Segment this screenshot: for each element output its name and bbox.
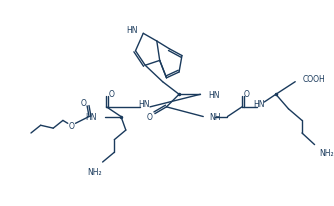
- Text: HN: HN: [126, 26, 137, 35]
- Text: O: O: [69, 121, 74, 130]
- Text: O: O: [244, 89, 250, 98]
- Text: COOH: COOH: [303, 75, 326, 84]
- Text: NH₂: NH₂: [319, 148, 334, 157]
- Text: HN: HN: [208, 90, 220, 99]
- Text: O: O: [108, 89, 114, 98]
- Text: HN: HN: [85, 112, 97, 122]
- Text: NH: NH: [209, 112, 220, 122]
- Text: NH₂: NH₂: [88, 167, 102, 176]
- Text: HN: HN: [139, 100, 150, 109]
- Text: O: O: [80, 98, 86, 107]
- Text: O: O: [147, 112, 153, 122]
- Text: HN: HN: [254, 100, 265, 109]
